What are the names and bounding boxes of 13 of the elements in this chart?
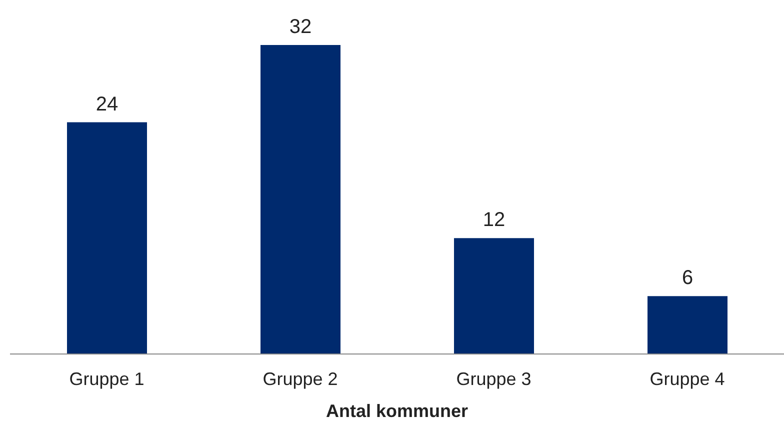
x-tick-label: Gruppe 3 xyxy=(456,368,532,389)
data-label: 6 xyxy=(682,267,694,290)
bar xyxy=(648,296,728,354)
data-label: 32 xyxy=(289,16,312,38)
data-label: 12 xyxy=(482,209,506,232)
bar xyxy=(67,122,147,354)
data-label: 24 xyxy=(96,93,118,116)
x-tick-label: Gruppe 1 xyxy=(69,368,144,389)
bar xyxy=(260,45,340,354)
x-tick-label: Gruppe 4 xyxy=(650,368,725,389)
x-axis-title: Antal kommuner xyxy=(326,401,468,421)
bar xyxy=(454,238,534,354)
x-tick-label: Gruppe 2 xyxy=(262,368,338,389)
